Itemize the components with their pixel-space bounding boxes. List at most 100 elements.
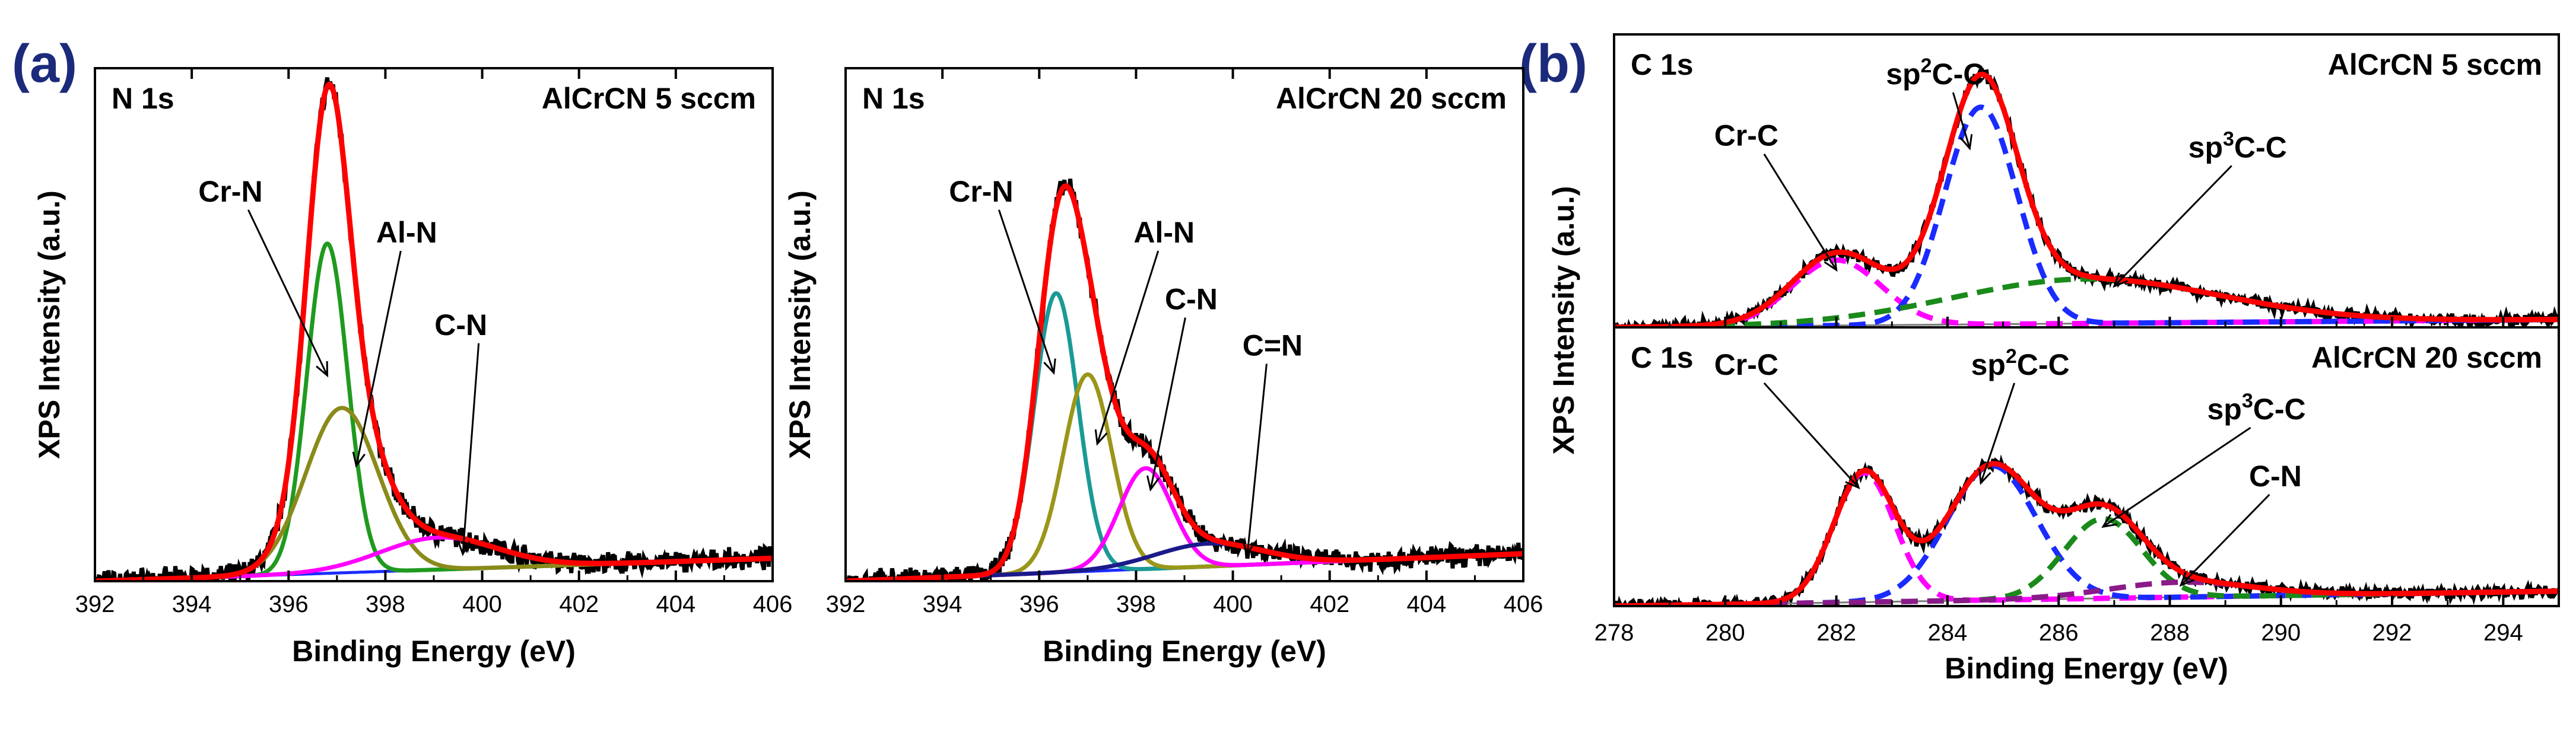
envelope-b2 [1614, 461, 2559, 606]
x-tick-label-b2: 292 [2372, 620, 2412, 646]
x-tick-label-a2: 406 [1504, 591, 1543, 617]
component-sp2c-c-b1 [1614, 104, 2559, 327]
annotation-arrow-cr-c-b1 [1763, 153, 1837, 270]
annotation-arrowhead-c-n-a2 [1146, 475, 1160, 492]
panel-label-b: (b) [1519, 34, 1587, 94]
sample-label-b1: AlCrCN 5 sccm [2328, 48, 2542, 81]
raw-data-a1 [95, 77, 773, 581]
x-tick-label-a2: 398 [1116, 591, 1156, 617]
x-tick-label-a1: 394 [172, 591, 212, 617]
x-tick-label-b2: 294 [2483, 620, 2523, 646]
annotation-arrow-c-n-a2 [1246, 364, 1268, 554]
annotation-arrow-sp2c-c-b2 [1980, 383, 2015, 484]
annotation-arrowhead-cr-c-b1 [1824, 256, 1838, 272]
sample-label-b2: AlCrCN 20 sccm [2311, 341, 2542, 374]
annotation-c-n-b2: C-N [2249, 460, 2302, 493]
y-axis-title-b1: XPS Intensity (a.u.) [1547, 186, 1580, 455]
annotation-arrow-al-n-a2 [1096, 250, 1160, 444]
annotation-arrowhead-cr-n-a1 [316, 361, 329, 378]
plots: 392 394 396 398 400 402 404 406 Binding Energy (… [33, 33, 2560, 685]
corner-label-b2: C 1s [1631, 341, 1694, 374]
chart-b2: 278 280 282 284 286 288 290 292 294 Binding Energ… [1594, 326, 2560, 685]
envelope-b1 [1614, 71, 2559, 327]
annotation-al-n-a1: Al-N [376, 216, 437, 249]
corner-label-b1: C 1s [1631, 48, 1694, 81]
panel-label-a: (a) [12, 34, 77, 94]
annotation-arrow-c-n-b2 [2180, 493, 2270, 586]
annotation-arrowhead-al-n-a2 [1094, 429, 1108, 446]
annotation-c-n-a2: C-N [1165, 283, 1218, 316]
annotation-sp2c-c-b1: sp2C-C [1886, 55, 1984, 91]
annotation-arrowhead-c-n-b2 [2179, 571, 2195, 587]
x-tick-label-a2: 402 [1310, 591, 1349, 617]
corner-label-a1: N 1s [112, 82, 174, 115]
annotation-arrowhead-c-n-a1 [457, 540, 471, 556]
annotation-cr-c-b1: Cr-C [1714, 119, 1778, 152]
x-tick-label-a1: 398 [366, 591, 405, 617]
annotation-al-n-a2: Al-N [1133, 216, 1195, 249]
envelope-a1 [95, 81, 773, 581]
x-tick-label-a1: 406 [753, 591, 793, 617]
component-al-n-a2 [846, 372, 1523, 581]
axes-frame-b2 [1613, 326, 2560, 607]
annotation-arrowhead-cr-c-b2 [1845, 473, 1860, 490]
annotation-arrow-cr-n-a1 [247, 209, 328, 376]
axes-frame-a1 [94, 67, 774, 582]
annotation-arrowhead-al-n-a1 [352, 451, 366, 468]
x-tick-label-a2: 394 [923, 591, 963, 617]
x-tick-label-a1: 400 [462, 591, 502, 617]
x-tick-label-a2: 392 [826, 591, 866, 617]
x-tick-label-a2: 396 [1019, 591, 1059, 617]
annotation-c-n-a1: C-N [434, 308, 487, 342]
x-tick-label-b2: 280 [1705, 620, 1745, 646]
annotation-arrow-sp2c-c-b1 [1952, 92, 1971, 149]
annotation-arrow-c-n-a2 [1149, 317, 1186, 490]
annotation-c-n-a2: C=N [1243, 329, 1303, 362]
x-tick-label-b2: 278 [1594, 620, 1634, 646]
annotation-sp2c-c-b2: sp2C-C [1971, 345, 2069, 381]
component-cr-n-a2 [846, 291, 1523, 581]
annotation-arrow-c-n-a1 [462, 343, 480, 554]
x-axis-title-a1: Binding Energy (eV) [292, 635, 576, 668]
x-tick-label-a1: 402 [559, 591, 599, 617]
annotation-arrow-cr-c-b2 [1763, 382, 1860, 489]
annotation-arrowhead-sp3c-c-b1 [2113, 272, 2128, 288]
component-sp2c-c-b2 [1614, 463, 2559, 606]
raw-data-b2 [1614, 454, 2559, 606]
sample-label-a1: AlCrCN 5 sccm [542, 82, 756, 115]
y-axis-title-a2: XPS Intensity (a.u.) [783, 190, 817, 459]
raw-data-b1 [1614, 68, 2559, 327]
plot-area-b1 [1614, 68, 2559, 327]
annotation-cr-n-a1: Cr-N [198, 175, 262, 208]
x-axis-title-a2: Binding Energy (eV) [1043, 635, 1326, 668]
plot-area-b2 [1614, 454, 2559, 606]
chart-b1: XPS Intensity (a.u.) C 1s AlCrCN 5 sccm Cr-… [1547, 33, 2560, 455]
annotation-arrowhead-sp2c-c-b1 [1959, 134, 1973, 151]
y-axis-title-a1: XPS Intensity (a.u.) [33, 190, 66, 459]
x-tick-label-b2: 288 [2150, 620, 2190, 646]
x-tick-label-a2: 400 [1213, 591, 1253, 617]
annotation-sp3c-c-b1: sp3C-C [2189, 128, 2287, 164]
annotation-arrow-cr-n-a2 [998, 209, 1055, 374]
annotation-arrowhead-c-n-a2 [1241, 540, 1256, 557]
annotation-arrow-sp3c-c-b2 [2102, 426, 2251, 528]
x-tick-label-b2: 286 [2039, 620, 2079, 646]
chart-a2: 392 394 396 398 400 402 404 406 Binding Energy (… [783, 67, 1543, 668]
annotation-arrowhead-cr-n-a2 [1043, 358, 1056, 375]
sample-label-a2: AlCrCN 20 sccm [1276, 82, 1507, 115]
component-al-n-a1 [95, 406, 773, 581]
chart-a1: 392 394 396 398 400 402 404 406 Binding Energy (… [33, 67, 793, 668]
x-tick-label-b2: 290 [2261, 620, 2301, 646]
plot-area-a2 [846, 179, 1523, 581]
component-c-n-a2 [846, 466, 1523, 581]
x-tick-label-a1: 396 [269, 591, 309, 617]
annotation-cr-n-a2: Cr-N [949, 175, 1013, 208]
annotation-arrow-sp3c-c-b1 [2113, 165, 2232, 287]
annotation-sp3c-c-b2: sp3C-C [2207, 390, 2305, 426]
component-cr-c-b2 [1614, 470, 2559, 606]
x-tick-label-a1: 392 [75, 591, 115, 617]
envelope-a2 [846, 183, 1523, 581]
x-tick-label-b2: 282 [1816, 620, 1856, 646]
plot-area-a1 [95, 77, 773, 581]
